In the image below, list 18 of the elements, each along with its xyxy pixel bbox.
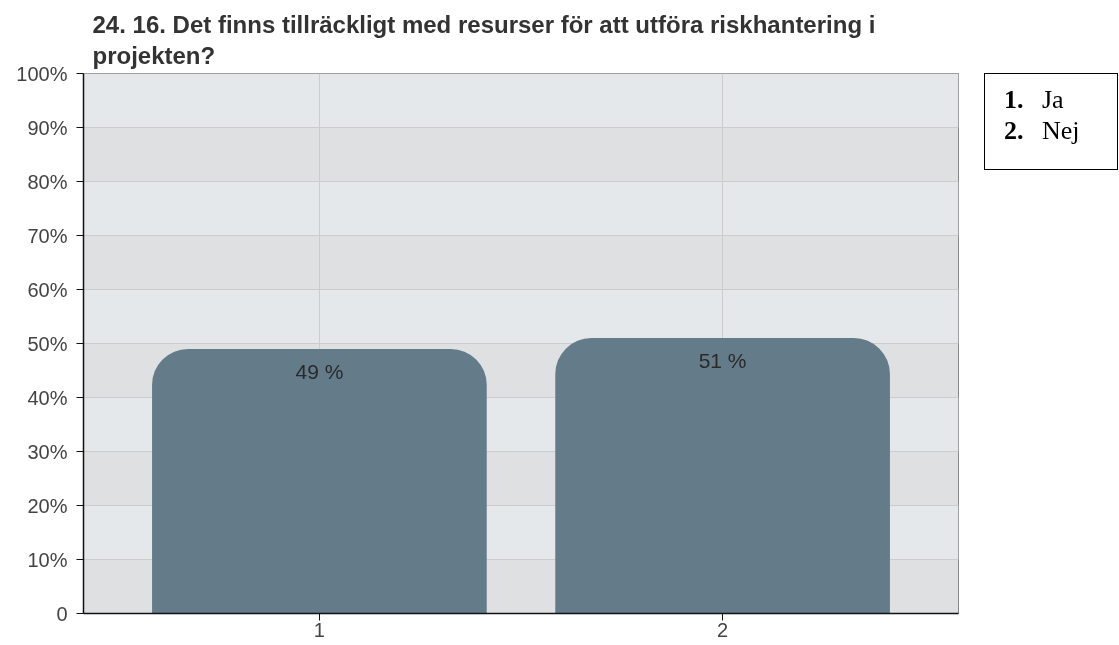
y-tick-label: 10% bbox=[27, 548, 68, 571]
x-tick-label: 1 bbox=[313, 618, 325, 641]
data-label: 49 % bbox=[295, 359, 344, 383]
y-tick-label: 70% bbox=[27, 224, 68, 247]
y-tick-label: 80% bbox=[27, 170, 68, 193]
text: 1. Ja bbox=[1004, 84, 1065, 115]
chart-title: 24. 16. Det finns tillräckligt med resurser för att utföra riskhantering i projekten? bbox=[92, 10, 876, 69]
y-tick-label: 100% bbox=[16, 62, 68, 85]
data-label: 51 % bbox=[698, 349, 747, 373]
x-tick-label: 2 bbox=[717, 618, 729, 641]
y-tick-label: 50% bbox=[27, 332, 68, 355]
y-tick-label: 0 bbox=[56, 602, 68, 625]
y-tick-label: 40% bbox=[27, 386, 68, 409]
y-tick-label: 30% bbox=[27, 440, 68, 463]
text: 2. Nej bbox=[1004, 115, 1080, 146]
y-tick-label: 20% bbox=[27, 494, 68, 517]
y-tick-label: 90% bbox=[27, 116, 68, 139]
y-tick-label: 60% bbox=[27, 278, 68, 301]
